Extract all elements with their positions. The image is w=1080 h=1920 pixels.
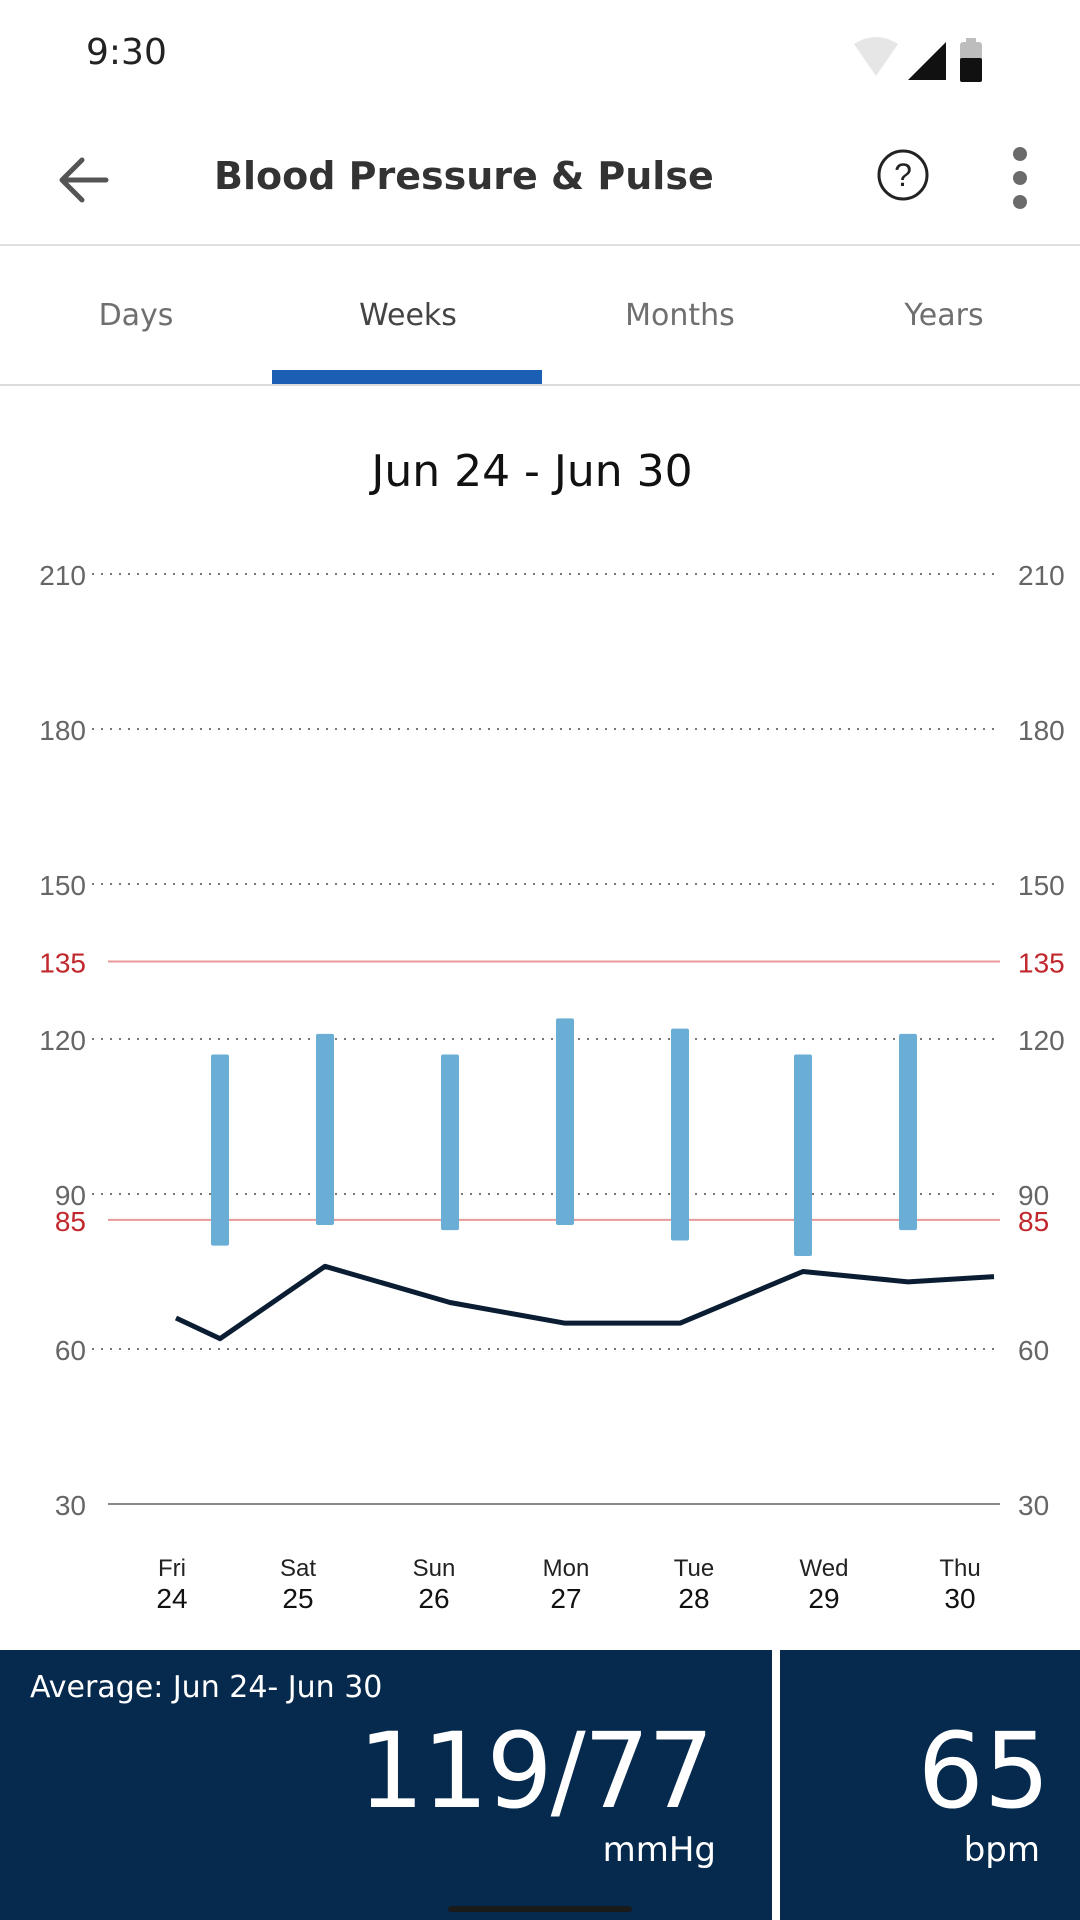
y-tick-label-right: 30: [1018, 1490, 1049, 1521]
page-title: Blood Pressure & Pulse: [214, 154, 714, 198]
y-tick-label-left: 60: [55, 1335, 86, 1366]
svg-text:?: ?: [894, 157, 912, 193]
pulse-average-card: 65 bpm: [780, 1650, 1080, 1920]
x-tick-dow: Sat: [280, 1555, 316, 1582]
bp-unit: mmHg: [602, 1830, 716, 1870]
tab-years[interactable]: Years: [904, 297, 984, 333]
bp-range-bar: [899, 1033, 917, 1231]
threshold-label-left: 85: [55, 1206, 86, 1237]
x-tick-dow: Mon: [543, 1555, 590, 1582]
pulse-unit: bpm: [963, 1830, 1040, 1870]
back-arrow-icon[interactable]: [48, 150, 118, 210]
x-tick-day: 26: [418, 1583, 449, 1614]
x-tick-dow: Thu: [939, 1555, 980, 1582]
date-range: Jun 24 - Jun 30: [371, 446, 693, 497]
y-tick-label-left: 180: [39, 715, 86, 746]
y-tick-label-left: 120: [39, 1025, 86, 1056]
x-tick-day: 29: [808, 1583, 839, 1614]
x-tick-day: 28: [678, 1583, 709, 1614]
bp-range-bar: [556, 1018, 574, 1225]
x-tick-dow: Fri: [158, 1555, 186, 1582]
help-icon[interactable]: ?: [876, 148, 930, 202]
bp-range-bar: [211, 1054, 229, 1246]
x-tick-dow: Sun: [413, 1555, 456, 1582]
x-tick-day: 30: [944, 1583, 975, 1614]
y-tick-label-left: 90: [55, 1180, 86, 1211]
summary-panel: Average: Jun 24- Jun 30 119/77 mmHg 65 b…: [0, 1650, 1080, 1920]
y-tick-label-right: 60: [1018, 1335, 1049, 1366]
bp-range-bar: [441, 1054, 459, 1231]
status-bar: 9:30: [0, 0, 1080, 110]
tab-months[interactable]: Months: [625, 297, 735, 333]
x-tick-dow: Tue: [674, 1555, 714, 1582]
x-tick-day: 24: [156, 1583, 187, 1614]
bp-average-value: 119/77: [358, 1710, 714, 1832]
bp-chart: 210 210 180 180 150 150 120 120 90 90 60 60 30 30 135 1…: [39, 560, 1065, 1614]
y-tick-label-right: 120: [1018, 1025, 1065, 1056]
x-tick-day: 25: [282, 1583, 313, 1614]
app-bar: Blood Pressure & Pulse ?: [0, 110, 1080, 246]
y-tick-label-left: 30: [55, 1490, 86, 1521]
signal-icon: [908, 42, 946, 80]
wifi-icon: [854, 37, 898, 76]
pulse-average-value: 65: [917, 1710, 1050, 1832]
x-tick-day: 27: [550, 1583, 581, 1614]
average-label: Average: Jun 24- Jun 30: [30, 1670, 383, 1705]
x-tick-dow: Wed: [800, 1555, 849, 1582]
y-tick-label-right: 180: [1018, 715, 1065, 746]
battery-icon: [960, 38, 982, 82]
status-icons: [854, 37, 982, 82]
threshold-label-right: 135: [1018, 948, 1065, 979]
tab-weeks[interactable]: Weeks: [359, 297, 457, 333]
y-tick-label-right: 210: [1018, 560, 1065, 591]
home-indicator[interactable]: [448, 1906, 632, 1912]
bp-range-bar: [794, 1054, 812, 1256]
overflow-menu-icon[interactable]: [1000, 146, 1040, 210]
status-time: 9:30: [86, 32, 167, 73]
bp-range-bar: [671, 1028, 689, 1241]
summary-divider: [772, 1650, 780, 1920]
y-tick-label-left: 210: [39, 560, 86, 591]
tab-bar: Days Weeks Months Years: [0, 246, 1080, 386]
bp-average-card: Average: Jun 24- Jun 30 119/77 mmHg: [0, 1650, 772, 1920]
y-tick-label-right: 150: [1018, 870, 1065, 901]
bp-range-bar: [316, 1033, 334, 1225]
y-tick-label-right: 90: [1018, 1180, 1049, 1211]
tab-indicator: [272, 370, 542, 384]
tab-days[interactable]: Days: [98, 297, 174, 333]
pulse-line: [174, 1263, 995, 1342]
threshold-label-right: 85: [1018, 1206, 1049, 1237]
y-tick-label-left: 150: [39, 870, 86, 901]
threshold-label-left: 135: [39, 948, 86, 979]
